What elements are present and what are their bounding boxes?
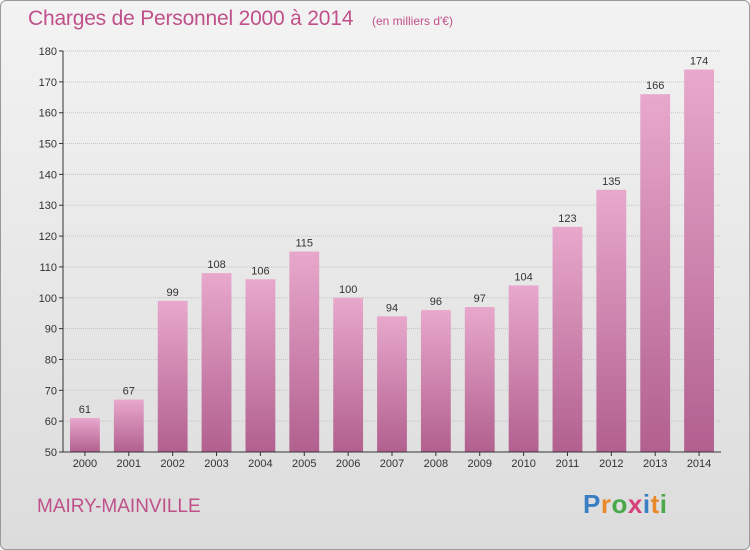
- data-label: 104: [514, 271, 532, 283]
- bar: [245, 279, 276, 452]
- x-tick-label: 2005: [292, 458, 316, 470]
- y-tick-label: 180: [39, 46, 57, 58]
- bar: [508, 285, 539, 452]
- logo-letter: P: [583, 489, 601, 519]
- x-tick-label: 2013: [643, 458, 667, 470]
- bar: [596, 189, 627, 453]
- y-tick-label: 150: [39, 139, 57, 151]
- logo-letter: r: [600, 489, 612, 519]
- bar: [420, 310, 451, 452]
- data-label: 106: [251, 265, 269, 277]
- bar: [552, 226, 583, 452]
- y-tick-label: 70: [45, 385, 57, 397]
- y-tick-label: 90: [45, 324, 57, 336]
- x-tick-label: 2008: [424, 458, 448, 470]
- logo-letter: i: [659, 489, 668, 519]
- proxiti-logo: Proxiti: [583, 489, 667, 520]
- data-label: 61: [79, 404, 91, 416]
- chart-title: Charges de Personnel 2000 à 2014: [28, 7, 354, 30]
- data-label: 96: [430, 296, 442, 308]
- x-tick-label: 2004: [248, 458, 272, 470]
- bar: [157, 300, 188, 452]
- data-label: 67: [123, 386, 135, 398]
- data-label: 108: [207, 259, 225, 271]
- bar: [464, 307, 495, 452]
- bar: [684, 69, 714, 452]
- y-tick-label: 100: [39, 293, 57, 305]
- y-tick-label: 170: [39, 77, 57, 89]
- data-label: 166: [646, 80, 664, 92]
- x-tick-label: 2007: [380, 458, 404, 470]
- y-tick-label: 140: [39, 169, 57, 181]
- data-label: 174: [690, 56, 708, 68]
- y-tick-label: 60: [45, 416, 57, 428]
- bar: [640, 94, 671, 452]
- chart-subtitle: (en milliers d'€): [372, 14, 453, 28]
- y-tick-label: 110: [39, 262, 57, 274]
- data-label: 94: [386, 302, 398, 314]
- city-name: MAIRY-MAINVILLE: [37, 496, 201, 517]
- logo-letter: i: [642, 489, 651, 519]
- bar: [113, 399, 144, 452]
- logo-letter: t: [650, 489, 660, 519]
- bar: [201, 273, 232, 452]
- x-tick-label: 2002: [160, 458, 184, 470]
- bar: [70, 418, 100, 452]
- x-tick-label: 2014: [687, 458, 711, 470]
- data-label: 123: [558, 213, 576, 225]
- bar: [289, 251, 320, 452]
- logo-letter: o: [611, 489, 628, 519]
- bar: [333, 297, 364, 452]
- logo-letter: x: [627, 489, 643, 519]
- y-tick-label: 130: [39, 200, 57, 212]
- y-tick-label: 50: [45, 447, 57, 459]
- x-tick-label: 2003: [204, 458, 228, 470]
- x-tick-label: 2010: [511, 458, 535, 470]
- x-tick-label: 2012: [599, 458, 623, 470]
- data-label: 100: [339, 284, 357, 296]
- x-tick-label: 2009: [467, 458, 491, 470]
- x-tick-label: 2001: [117, 458, 141, 470]
- data-label: 97: [474, 293, 486, 305]
- data-label: 99: [167, 287, 179, 299]
- data-label: 115: [295, 238, 313, 250]
- data-label: 135: [602, 176, 620, 188]
- bars: 61 67 99 108 106 115 100 94 96 97 104 123 135 166 174: [70, 56, 714, 453]
- y-tick-label: 120: [39, 231, 57, 243]
- y-tick-label: 160: [39, 108, 57, 120]
- x-tick-label: 2000: [73, 458, 97, 470]
- y-tick-label: 80: [45, 354, 57, 366]
- axes: 50 60 70 80 90 100 110 120 130 140 150 160 170 180 200…: [39, 46, 721, 470]
- bar: [377, 316, 407, 452]
- x-tick-label: 2006: [336, 458, 360, 470]
- x-tick-label: 2011: [556, 458, 580, 470]
